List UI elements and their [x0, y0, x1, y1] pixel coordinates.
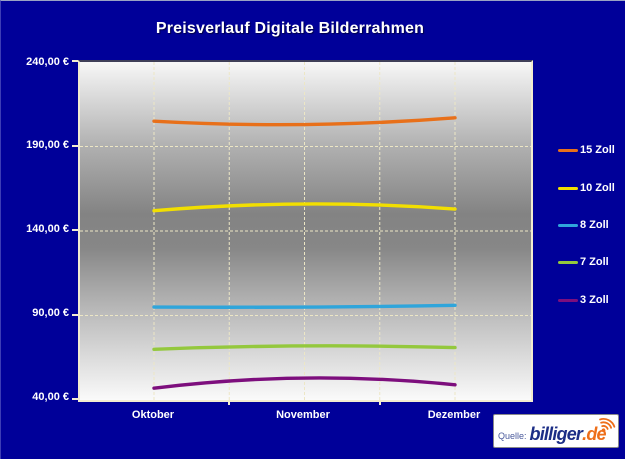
legend-item: 7 Zoll	[558, 255, 609, 269]
legend-marker-8-zoll	[558, 223, 578, 227]
source-badge: Quelle: billiger .de	[493, 414, 619, 448]
y-axis-label: 40,00 €	[32, 391, 69, 403]
legend-marker-3-zoll	[558, 298, 578, 302]
legend-item: 8 Zoll	[558, 218, 609, 232]
y-axis-label: 190,00 €	[26, 139, 69, 151]
series-line-8-zoll	[152, 303, 457, 309]
series-line-10-zoll	[152, 202, 457, 213]
legend-item: 10 Zoll	[558, 181, 615, 195]
series-line-15-zoll	[152, 116, 457, 127]
y-axis-tick	[72, 314, 78, 316]
legend-label: 15 Zoll	[580, 144, 615, 156]
y-axis-label: 90,00 €	[32, 307, 69, 319]
y-axis-label: 240,00 €	[26, 56, 69, 68]
chart-canvas	[80, 62, 531, 400]
series-line-7-zoll	[152, 344, 457, 351]
legend-item: 15 Zoll	[558, 143, 615, 157]
legend-label: 3 Zoll	[580, 294, 609, 306]
y-axis-label: 140,00 €	[26, 223, 69, 235]
series-line-3-zoll	[152, 376, 457, 390]
legend-label: 10 Zoll	[580, 182, 615, 194]
legend-marker-10-zoll	[558, 186, 578, 190]
y-axis-tick	[72, 60, 78, 62]
plot-area	[78, 60, 533, 402]
legend-item: 3 Zoll	[558, 293, 609, 307]
y-axis-tick	[72, 229, 78, 231]
y-axis-tick	[72, 398, 78, 400]
brand-suffix: .de	[582, 423, 606, 444]
legend-marker-15-zoll	[558, 148, 578, 152]
legend-label: 8 Zoll	[580, 219, 609, 231]
source-prefix: Quelle:	[498, 430, 527, 441]
x-axis-label: November	[276, 409, 330, 421]
x-axis-tick	[228, 400, 230, 405]
brand-name: billiger	[529, 423, 583, 444]
x-axis-label: Oktober	[131, 409, 175, 421]
x-axis-tick	[379, 400, 381, 405]
chart-title: Preisverlauf Digitale Bilderrahmen	[155, 20, 425, 37]
legend-marker-7-zoll	[558, 260, 578, 264]
signal-waves-icon	[599, 418, 616, 433]
x-axis-label: Dezember	[427, 409, 481, 421]
legend-label: 7 Zoll	[580, 256, 609, 268]
y-axis-tick	[72, 145, 78, 147]
